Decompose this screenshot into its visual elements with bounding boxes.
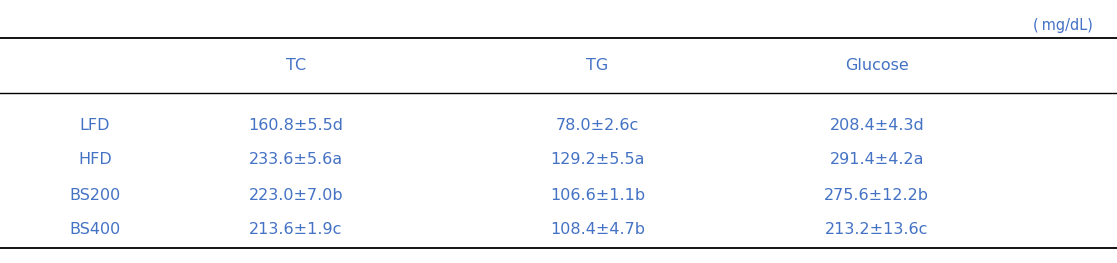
Text: 275.6±12.2b: 275.6±12.2b <box>824 188 929 203</box>
Text: ( mg/dL): ( mg/dL) <box>1032 18 1092 33</box>
Text: 129.2±5.5a: 129.2±5.5a <box>551 153 645 168</box>
Text: 208.4±4.3d: 208.4±4.3d <box>830 118 924 133</box>
Text: 78.0±2.6c: 78.0±2.6c <box>556 118 639 133</box>
Text: 160.8±5.5d: 160.8±5.5d <box>248 118 344 133</box>
Text: TC: TC <box>286 58 306 73</box>
Text: Glucose: Glucose <box>844 58 909 73</box>
Text: BS200: BS200 <box>69 188 121 203</box>
Text: 213.2±13.6c: 213.2±13.6c <box>825 222 928 237</box>
Text: TG: TG <box>586 58 609 73</box>
Text: 108.4±4.7b: 108.4±4.7b <box>550 222 646 237</box>
Text: HFD: HFD <box>78 153 112 168</box>
Text: LFD: LFD <box>79 118 111 133</box>
Text: BS400: BS400 <box>69 222 121 237</box>
Text: 233.6±5.6a: 233.6±5.6a <box>249 153 343 168</box>
Text: 291.4±4.2a: 291.4±4.2a <box>830 153 924 168</box>
Text: 106.6±1.1b: 106.6±1.1b <box>550 188 646 203</box>
Text: 213.6±1.9c: 213.6±1.9c <box>249 222 343 237</box>
Text: 223.0±7.0b: 223.0±7.0b <box>249 188 343 203</box>
